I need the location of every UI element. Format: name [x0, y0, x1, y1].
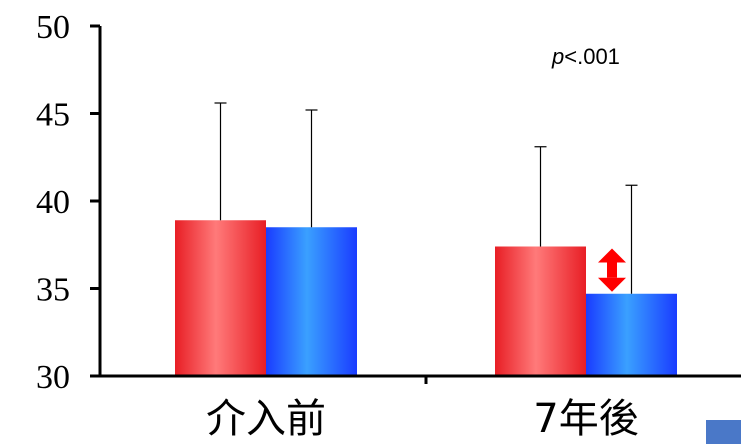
- bar-1-1: [175, 220, 266, 376]
- difference-arrow-icon: [598, 248, 626, 292]
- y-tick-label-4: 45: [36, 97, 70, 134]
- labels-layer: 介入前 7年後 30 35 40 45 50: [36, 9, 639, 442]
- x-tick-label-2: 7年後: [533, 396, 638, 442]
- p-value-annotation: p<.001: [551, 44, 620, 69]
- ticks-layer: [90, 24, 428, 384]
- difference-arrow-up-head: [598, 248, 626, 263]
- bar-1-2: [266, 227, 357, 376]
- bar-2-2: [586, 293, 677, 376]
- y-tick-label-2: 35: [36, 272, 70, 309]
- p-symbol: p: [551, 44, 564, 69]
- difference-arrow-shaft: [607, 261, 617, 278]
- y-tick-label-5: 50: [36, 9, 70, 46]
- error-bars-layer: [214, 102, 638, 294]
- bars-layer: [175, 220, 677, 376]
- difference-arrow-down-head: [598, 277, 626, 292]
- corner-decoration: [706, 420, 741, 444]
- x-tick-label-1: 介入前: [206, 396, 326, 442]
- p-value: <.001: [564, 44, 620, 69]
- bar-2-1: [495, 246, 586, 376]
- y-tick-label-1: 30: [36, 359, 70, 396]
- y-tick-label-3: 40: [36, 184, 70, 221]
